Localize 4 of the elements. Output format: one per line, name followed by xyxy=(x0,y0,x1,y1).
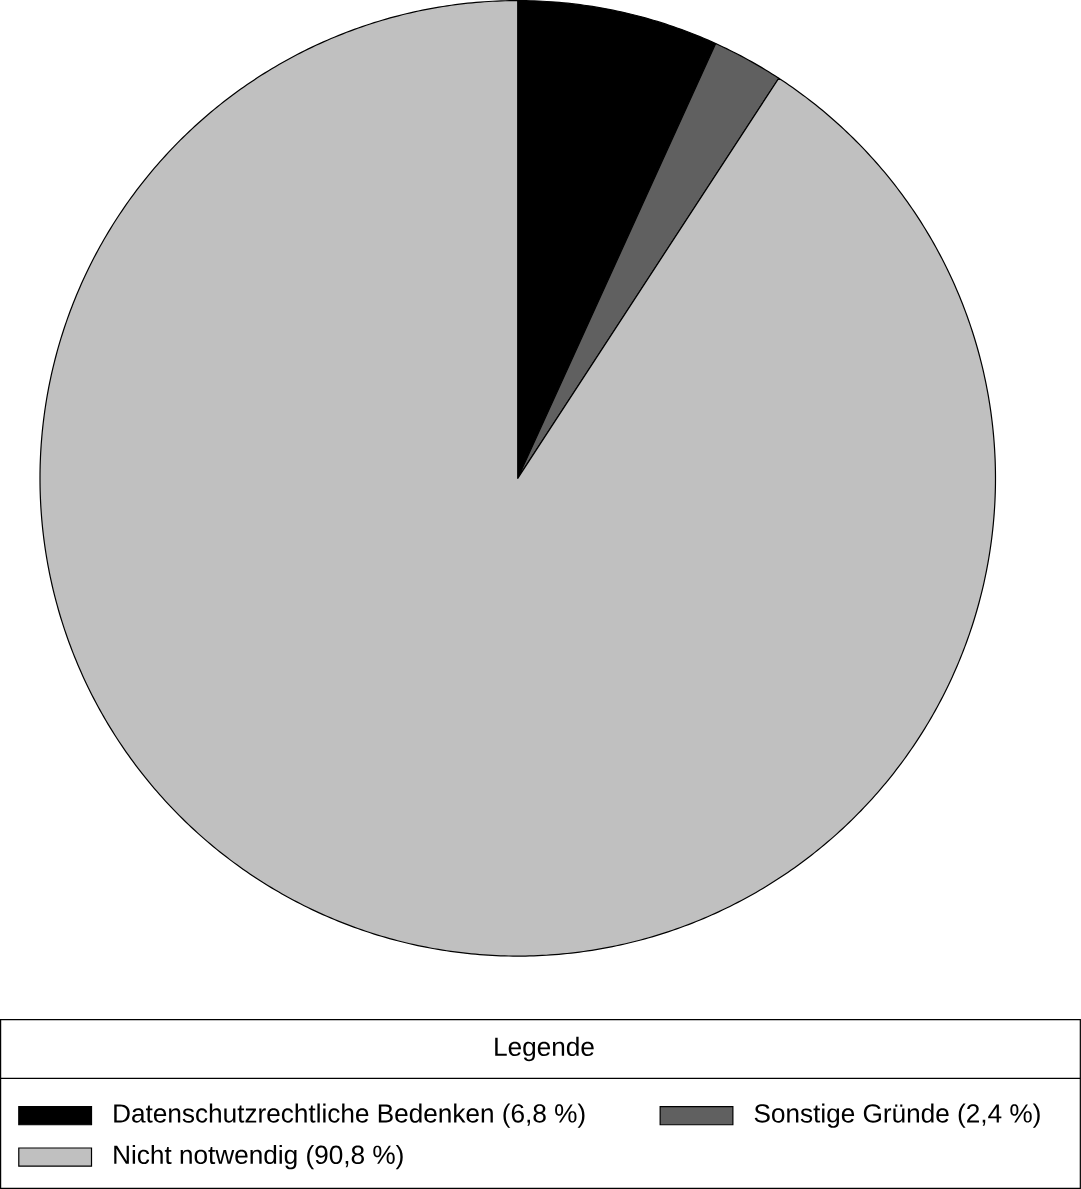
legend-title: Legende xyxy=(495,1036,594,1062)
legend-label: Sonstige Gründe (2,4 %) xyxy=(754,1103,1040,1128)
legend-label: Nicht notwendig (90,8 %) xyxy=(114,1144,403,1170)
legend-label: Datenschutzrechtliche Bedenken (6,8 %) xyxy=(114,1103,585,1128)
